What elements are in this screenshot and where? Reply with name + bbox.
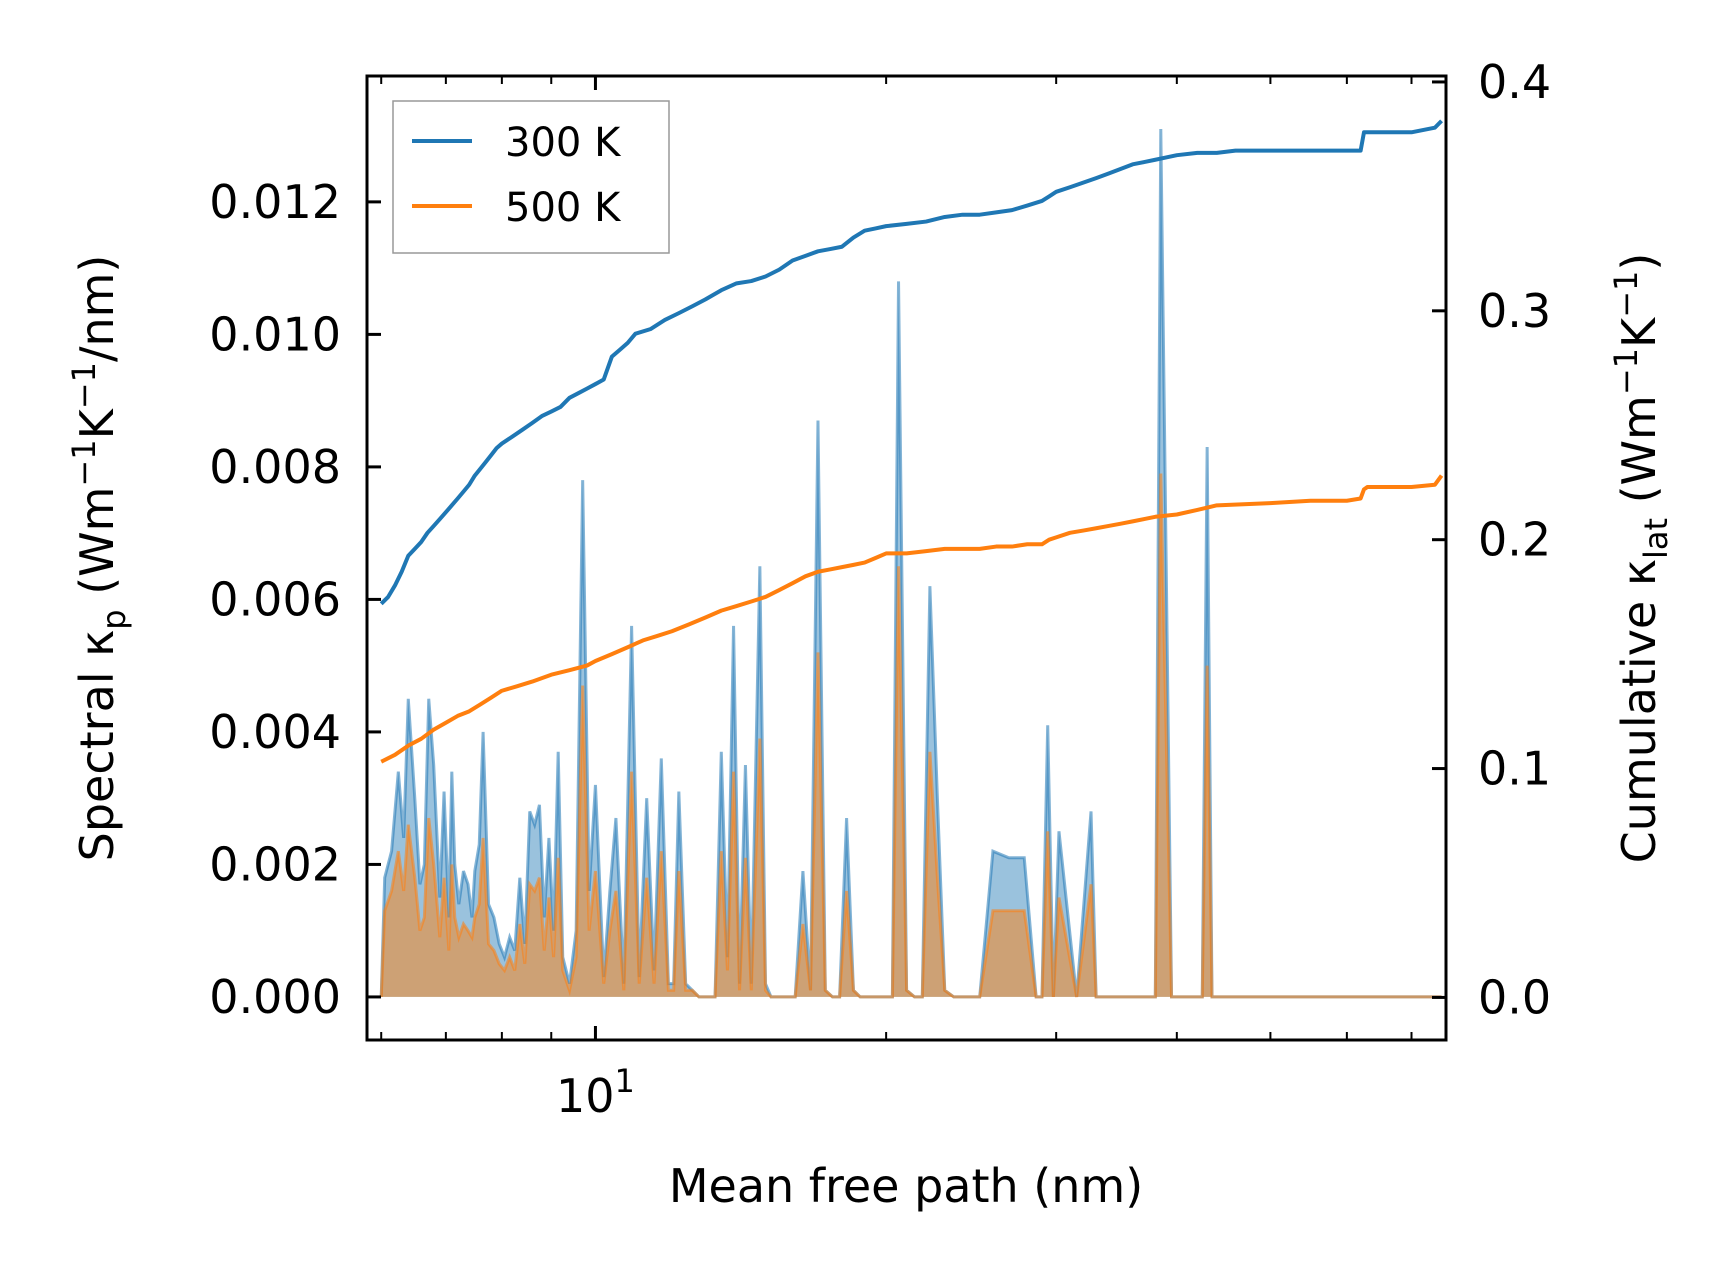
spectral-line-300k	[379, 128, 1442, 999]
spectral-line-500k	[379, 473, 1442, 999]
ticks-layer: 0.000 0.002 0.004 0.006 0.008 0.010 0.012 0.0 0.…	[209, 55, 1551, 1123]
right-tick-label: 0.2	[1478, 513, 1551, 567]
left-tick-label: 0.012	[209, 175, 341, 229]
series-layer	[379, 119, 1444, 999]
spectral-area-300k	[381, 129, 1442, 997]
right-axis-label: Cumulative κlat (Wm−1K−1)	[1607, 253, 1675, 864]
right-tick-label: 0.4	[1478, 55, 1551, 109]
cumulative-line-300k	[379, 119, 1443, 606]
right-tick-label: 0.3	[1478, 284, 1551, 338]
legend-label-300k: 300 K	[505, 120, 622, 166]
left-axis-label: Spectral κp (Wm−1K−1/nm)	[65, 255, 133, 862]
left-tick-label: 0.006	[209, 572, 341, 626]
right-tick-label: 0.1	[1478, 742, 1551, 796]
x-tick-label: 101	[556, 1062, 635, 1123]
x-axis-label: Mean free path (nm)	[669, 1159, 1143, 1213]
left-tick-label: 0.002	[209, 837, 341, 891]
legend: 300 K 500 K	[392, 100, 670, 254]
left-tick-label: 0.000	[209, 970, 341, 1024]
right-tick-label: 0.0	[1478, 970, 1551, 1024]
cumulative-line-500k	[380, 474, 1444, 764]
left-tick-label: 0.008	[209, 440, 341, 494]
legend-label-500k: 500 K	[505, 185, 622, 231]
left-tick-label: 0.004	[209, 705, 341, 759]
left-tick-label: 0.010	[209, 307, 341, 361]
plot-frame	[365, 74, 1448, 1042]
legend-box	[392, 100, 670, 254]
